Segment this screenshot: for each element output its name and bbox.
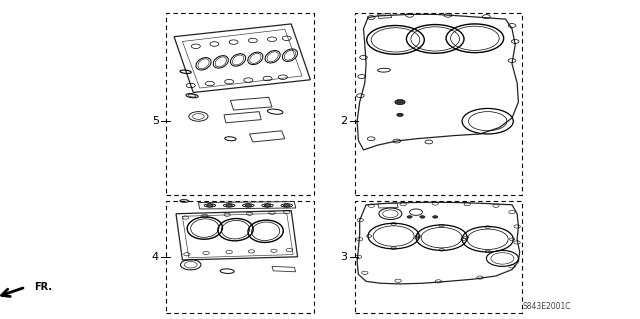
Circle shape: [407, 216, 412, 218]
Circle shape: [284, 204, 290, 207]
Circle shape: [433, 216, 438, 218]
Circle shape: [397, 113, 403, 116]
Text: S843E2001C: S843E2001C: [523, 302, 572, 311]
Text: 5: 5: [152, 116, 159, 126]
Circle shape: [207, 204, 213, 207]
Bar: [166, 13, 314, 195]
Circle shape: [245, 204, 252, 207]
Circle shape: [264, 204, 271, 207]
Text: 3: 3: [340, 252, 348, 262]
Text: 4: 4: [152, 252, 159, 262]
Bar: [166, 201, 314, 313]
Circle shape: [420, 216, 425, 218]
Circle shape: [226, 204, 232, 207]
Bar: [355, 13, 522, 195]
Text: 2: 2: [340, 116, 348, 126]
Circle shape: [395, 100, 405, 105]
Text: FR.: FR.: [34, 282, 52, 292]
Bar: [355, 201, 522, 313]
